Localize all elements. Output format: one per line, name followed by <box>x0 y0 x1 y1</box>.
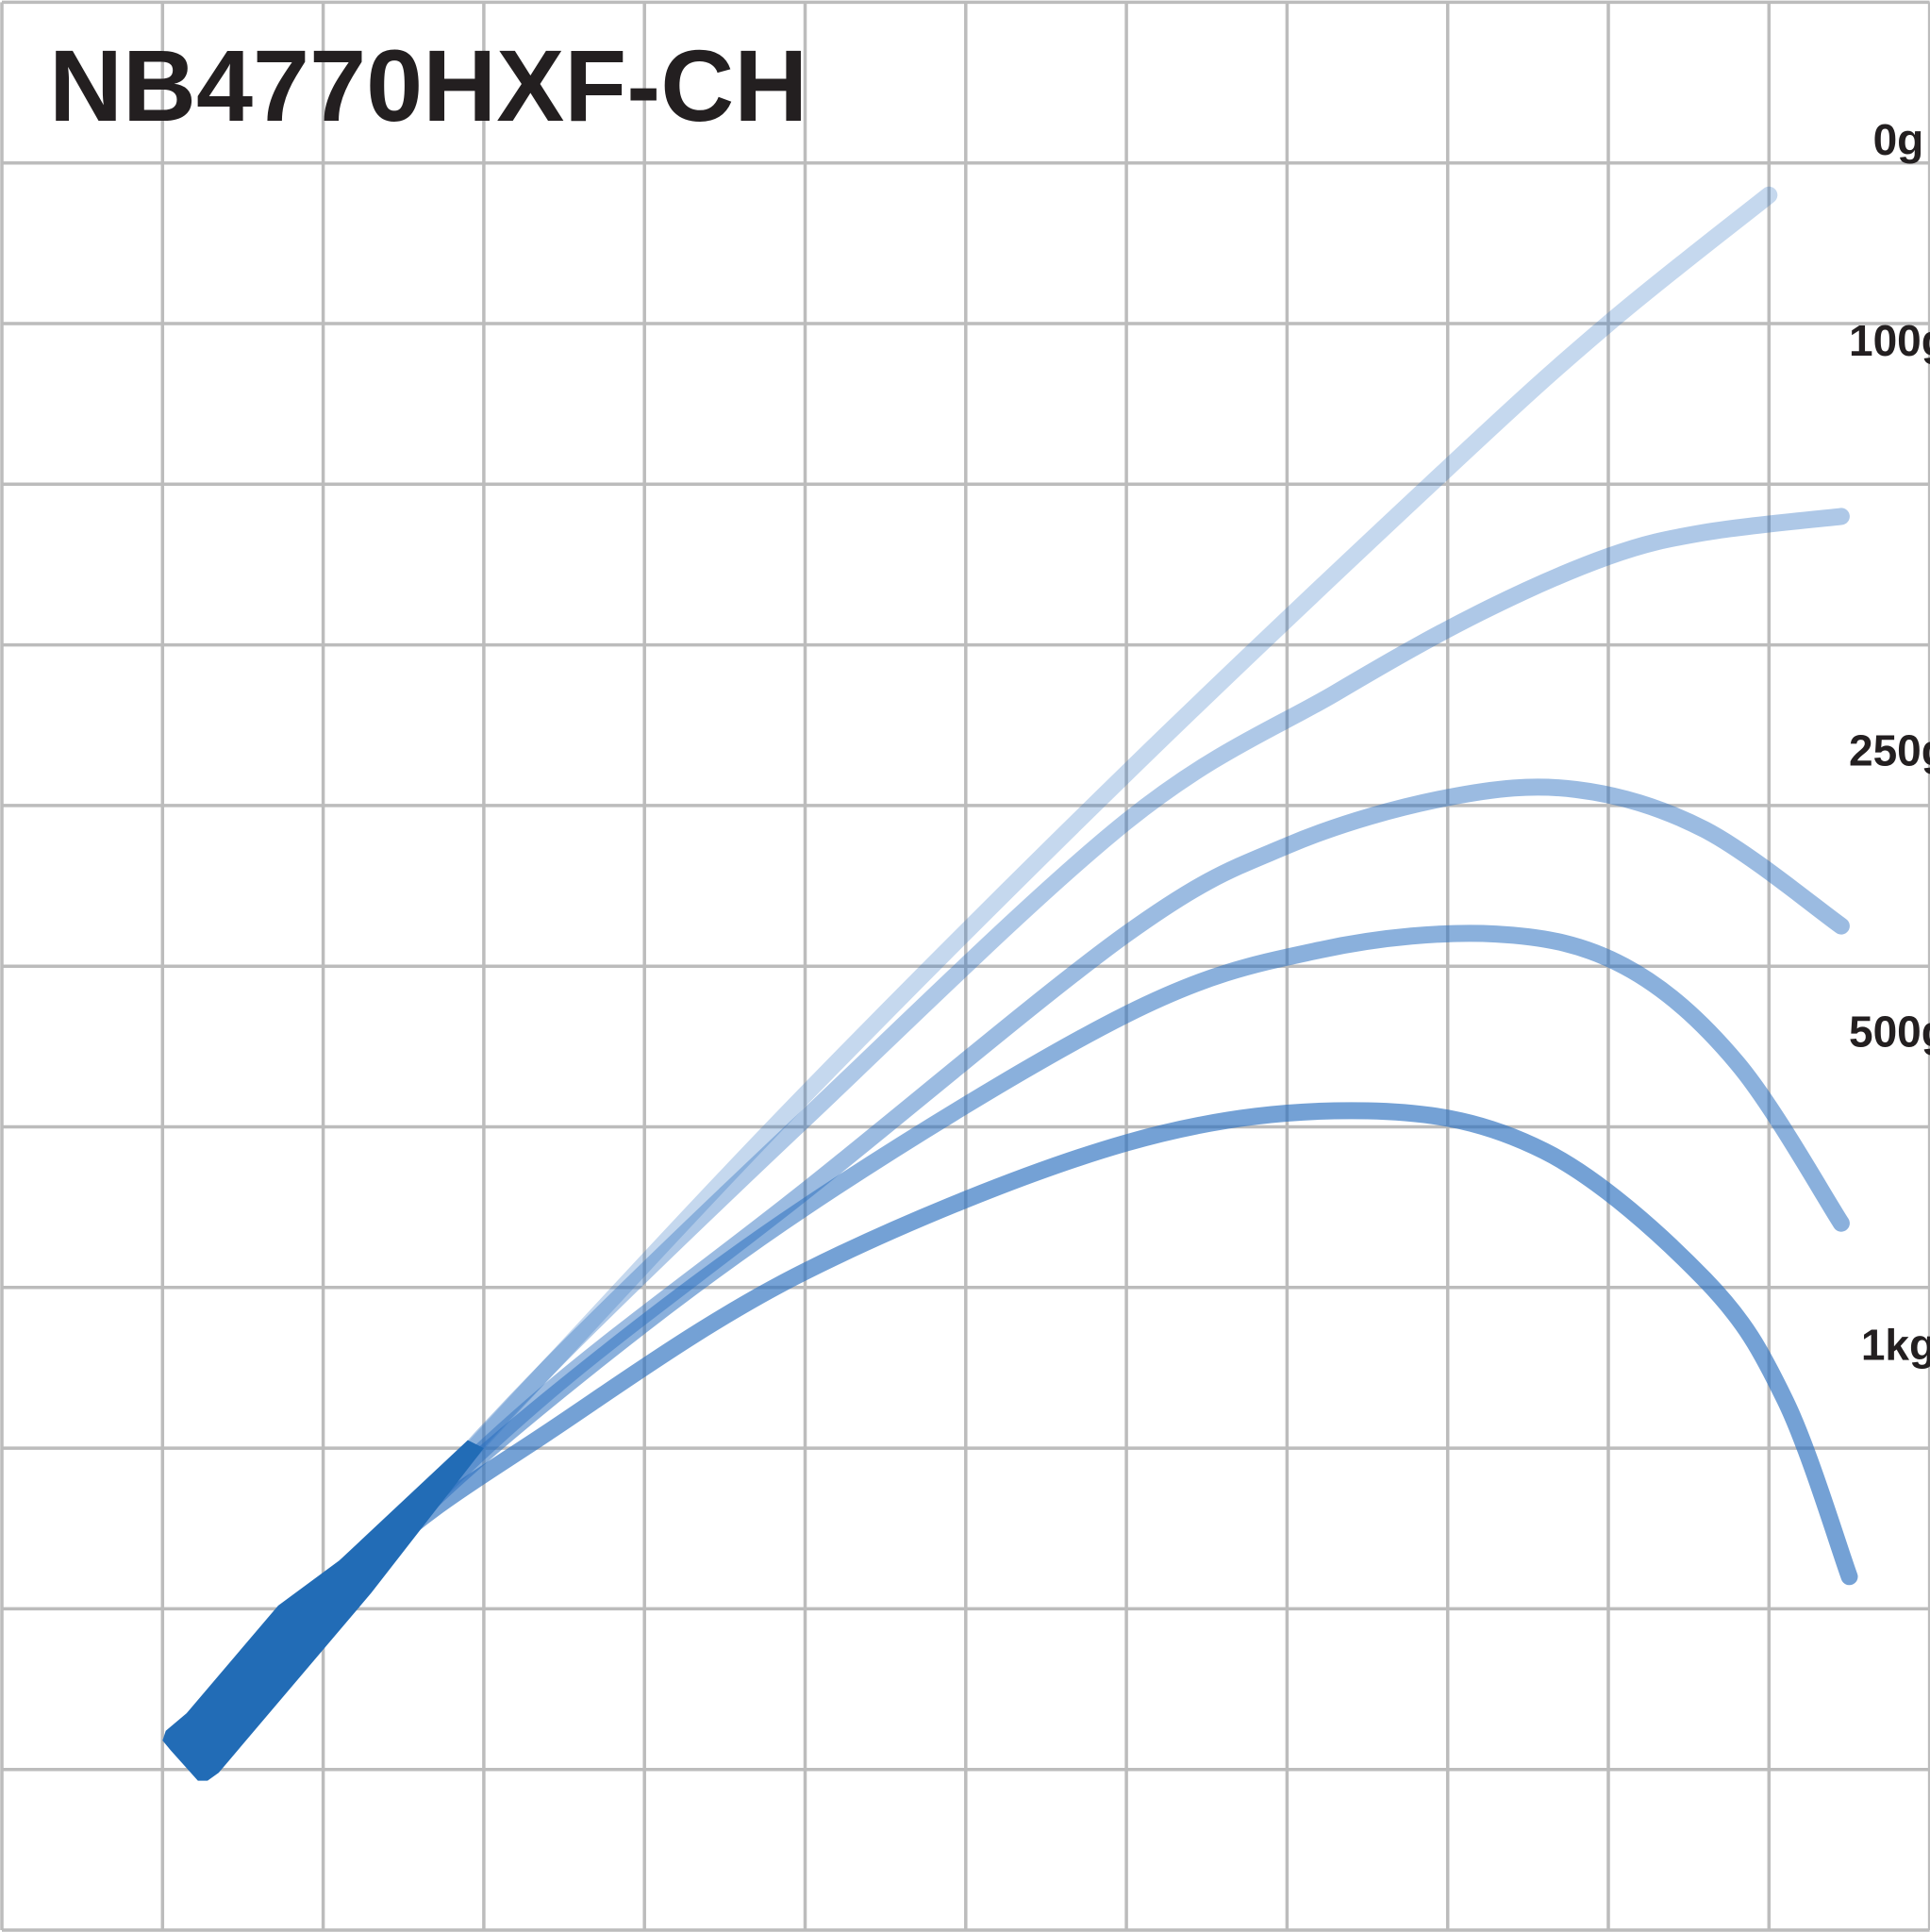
series-curve-250g <box>186 778 1850 1771</box>
series-curve-0g <box>186 186 1778 1771</box>
series-curves <box>186 186 1858 1771</box>
series-label-500g: 500g <box>1849 1007 1930 1056</box>
chart-title: NB4770HXF-CH <box>49 28 807 142</box>
series-label-0g: 0g <box>1873 115 1924 164</box>
series-curve-500g <box>186 924 1850 1771</box>
rod-butt-handle <box>162 1440 484 1781</box>
series-label-100g: 100g <box>1849 316 1930 365</box>
series-label-1kg: 1kg <box>1861 1320 1930 1369</box>
series-label-250g: 250g <box>1849 725 1930 774</box>
series-labels: 0g 100g 250g 500g 1kg <box>1849 115 1930 1369</box>
series-curve-100g <box>186 508 1850 1771</box>
series-curve-1kg <box>186 1102 1858 1771</box>
